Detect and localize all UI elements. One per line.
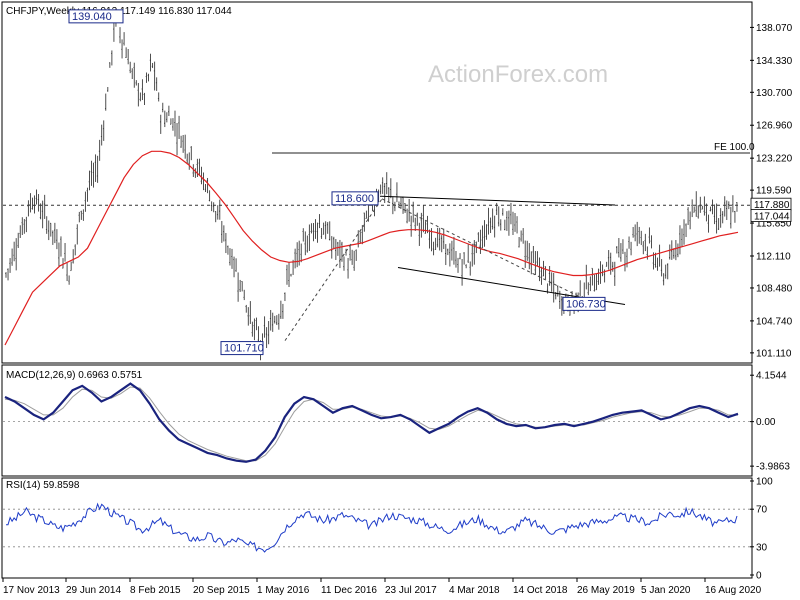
price-annotation-box bbox=[220, 341, 264, 356]
high-value: 117.149 bbox=[120, 6, 156, 17]
x-tick-label: 26 May 2019 bbox=[577, 585, 635, 596]
rsi-panel-frame bbox=[1, 477, 753, 579]
rsi-y-tick-label: 30 bbox=[756, 542, 768, 553]
watermark: ActionForex.com bbox=[428, 61, 608, 88]
x-tick-label: 14 Oct 2018 bbox=[513, 585, 568, 596]
x-tick-label: 4 Mar 2018 bbox=[449, 585, 500, 596]
y-tick-label: 112.110 bbox=[756, 252, 791, 263]
rsi-y-tick-label: 70 bbox=[756, 505, 768, 516]
price-panel-frame bbox=[1, 1, 753, 364]
y-tick-label: 134.330 bbox=[756, 56, 793, 67]
macd-y-tick-label: -3.9863 bbox=[756, 462, 790, 473]
last-price-box bbox=[750, 209, 792, 222]
y-tick-label: 138.070 bbox=[756, 23, 793, 34]
price-annotation-box bbox=[68, 9, 124, 24]
price-annotation-label: 101.710 bbox=[224, 343, 264, 355]
macd-signal-line bbox=[4, 386, 739, 462]
line-price-label: 117.880 bbox=[754, 200, 790, 211]
rsi-y-tick-label: 0 bbox=[756, 571, 762, 582]
x-axis: 17 Nov 2013 29 Jun 2014 8 Feb 2015 20 Sep 2… bbox=[2, 578, 762, 596]
projection-line-down bbox=[381, 198, 591, 303]
moving-average-line bbox=[4, 150, 739, 346]
rsi-line bbox=[6, 502, 738, 553]
upper-trendline bbox=[379, 195, 616, 206]
macd-layer: MACD(12,26,9) 0.6963 0.5751 4.1544 0.00 -3.… bbox=[3, 370, 790, 473]
x-tick-label: 5 Jan 2020 bbox=[641, 585, 691, 596]
macd-line bbox=[4, 382, 739, 463]
price-annotation-label: 118.600 bbox=[335, 193, 374, 205]
close-value: 117.044 bbox=[196, 6, 232, 17]
x-tick-label: 11 Dec 2016 bbox=[321, 585, 377, 596]
y-tick-label: 126.960 bbox=[756, 121, 793, 132]
rsi-title: RSI(14) 59.8598 bbox=[6, 480, 80, 491]
x-tick-label: 1 May 2016 bbox=[257, 585, 310, 596]
symbol: CHFJPY,Weekly bbox=[6, 6, 79, 17]
fe-level-label: FE 100.0 bbox=[714, 142, 755, 153]
x-tick-label: 23 Jul 2017 bbox=[385, 585, 437, 596]
x-tick-label: 16 Aug 2020 bbox=[705, 585, 762, 596]
y-tick-label: 123.220 bbox=[756, 154, 793, 165]
x-tick-label: 20 Sep 2015 bbox=[193, 585, 250, 596]
price-annotation-label: 106.730 bbox=[566, 298, 606, 310]
x-tick-label: 8 Feb 2015 bbox=[130, 585, 181, 596]
macd-title: MACD(12,26,9) 0.6963 0.5751 bbox=[6, 370, 143, 381]
y-tick-label: 115.850 bbox=[756, 219, 792, 230]
low-value: 116.830 bbox=[158, 6, 194, 17]
y-tick-label: 104.740 bbox=[756, 316, 793, 327]
y-tick-label: 108.480 bbox=[756, 283, 793, 294]
y-tick-label: 101.110 bbox=[756, 348, 792, 359]
x-tick-label: 17 Nov 2013 bbox=[3, 585, 60, 596]
last-price-label: 117.044 bbox=[754, 212, 790, 223]
price-annotation-box bbox=[331, 191, 379, 206]
price-layer: 138.070 134.330 130.700 126.960 123.220 119.5… bbox=[3, 9, 793, 361]
projection-line-up bbox=[284, 198, 383, 341]
macd-panel-frame bbox=[1, 364, 753, 477]
price-annotation-label: 139.040 bbox=[72, 11, 112, 23]
macd-y-tick-label: 0.00 bbox=[756, 417, 776, 428]
rsi-y-tick-label: 100 bbox=[756, 477, 773, 488]
rsi-layer: RSI(14) 59.8598 100 70 30 0 bbox=[3, 477, 773, 582]
y-tick-label: 119.590 bbox=[756, 186, 792, 197]
price-annotation-box bbox=[562, 296, 606, 311]
y-tick-label: 130.700 bbox=[756, 88, 793, 99]
macd-y-tick-label: 4.1544 bbox=[756, 371, 787, 382]
x-tick-label: 29 Jun 2014 bbox=[66, 585, 121, 596]
